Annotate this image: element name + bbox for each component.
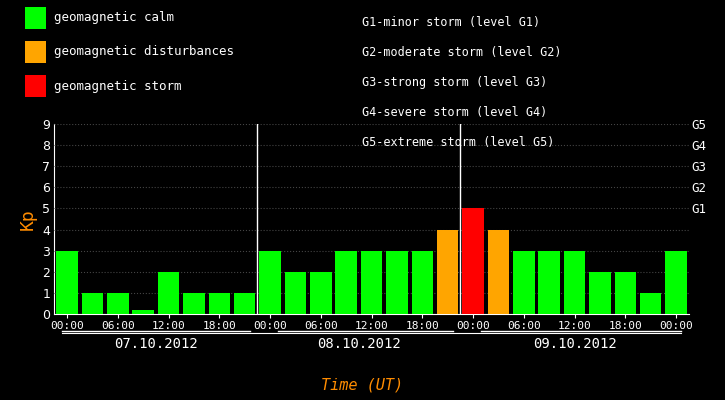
Bar: [285, 272, 306, 314]
Bar: [133, 310, 154, 314]
Bar: [615, 272, 636, 314]
Bar: [437, 230, 458, 314]
Bar: [336, 251, 357, 314]
Text: G2-moderate storm (level G2): G2-moderate storm (level G2): [362, 46, 562, 59]
Bar: [513, 251, 534, 314]
Bar: [107, 293, 128, 314]
Bar: [310, 272, 331, 314]
Text: G5-extreme storm (level G5): G5-extreme storm (level G5): [362, 136, 555, 149]
Text: Time (UT): Time (UT): [321, 378, 404, 393]
Bar: [183, 293, 204, 314]
Bar: [412, 251, 433, 314]
Bar: [386, 251, 407, 314]
Bar: [57, 251, 78, 314]
Bar: [488, 230, 509, 314]
Bar: [158, 272, 179, 314]
Text: 09.10.2012: 09.10.2012: [533, 337, 616, 351]
Bar: [666, 251, 687, 314]
Bar: [539, 251, 560, 314]
Bar: [82, 293, 103, 314]
Text: 08.10.2012: 08.10.2012: [317, 337, 401, 351]
Text: geomagnetic disturbances: geomagnetic disturbances: [54, 46, 234, 58]
Bar: [564, 251, 585, 314]
Bar: [640, 293, 661, 314]
Bar: [234, 293, 255, 314]
Bar: [463, 208, 484, 314]
Text: geomagnetic calm: geomagnetic calm: [54, 12, 175, 24]
Text: 07.10.2012: 07.10.2012: [114, 337, 198, 351]
Text: G4-severe storm (level G4): G4-severe storm (level G4): [362, 106, 548, 119]
Text: geomagnetic storm: geomagnetic storm: [54, 80, 182, 92]
Text: G1-minor storm (level G1): G1-minor storm (level G1): [362, 16, 541, 29]
Y-axis label: Kp: Kp: [19, 208, 37, 230]
Bar: [589, 272, 610, 314]
Text: G3-strong storm (level G3): G3-strong storm (level G3): [362, 76, 548, 89]
Bar: [361, 251, 382, 314]
Bar: [260, 251, 281, 314]
Bar: [209, 293, 230, 314]
